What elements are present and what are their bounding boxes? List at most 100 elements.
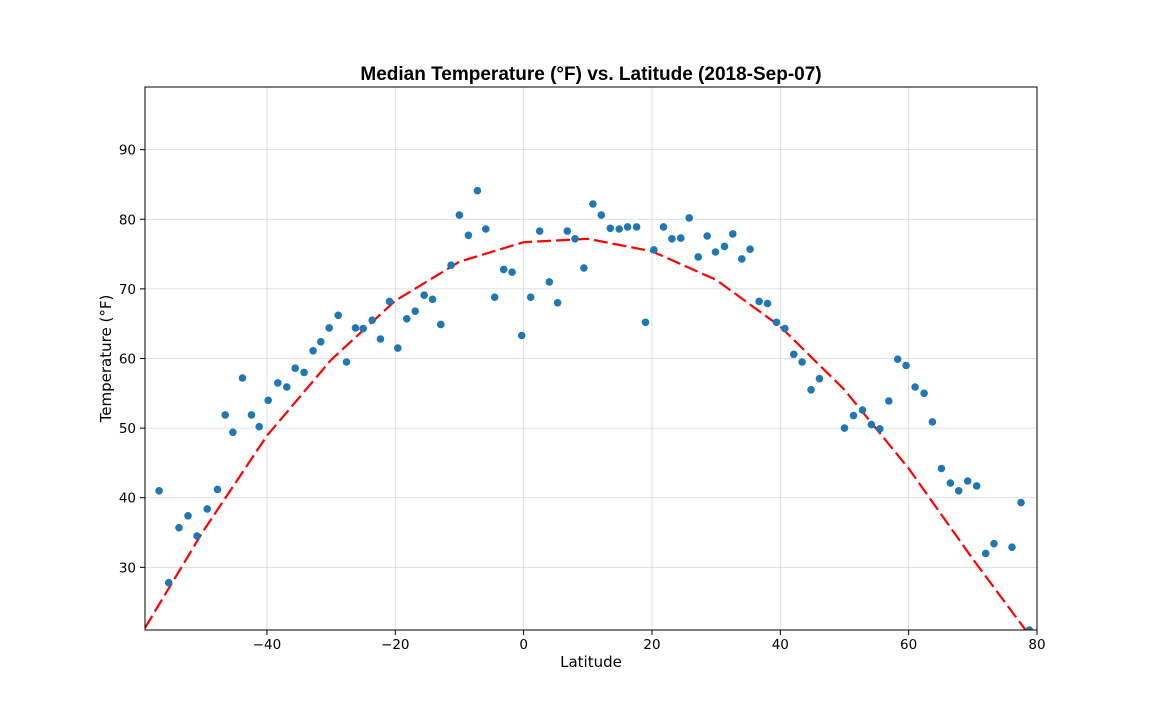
data-point	[729, 230, 737, 238]
data-point	[238, 374, 247, 382]
data-point	[632, 223, 641, 231]
data-point	[334, 311, 343, 320]
data-point	[990, 539, 998, 548]
data-point	[703, 232, 711, 240]
data-point	[535, 227, 544, 235]
data-point	[291, 364, 300, 373]
fit-curve-layer	[145, 237, 1027, 630]
data-point	[193, 532, 201, 540]
data-point	[763, 299, 772, 308]
data-point	[1017, 498, 1025, 507]
axis-ticks: −40 −20 0 20 40 60 80 30 40 50 60 70 80 90	[119, 143, 1046, 653]
data-point	[213, 485, 222, 494]
data-point	[1008, 543, 1016, 551]
data-point	[184, 512, 192, 520]
data-point	[359, 324, 368, 333]
x-tick-label: 0	[519, 637, 528, 653]
data-point	[517, 331, 526, 340]
data-point	[411, 307, 420, 316]
x-tick-label: 60	[900, 637, 917, 653]
y-axis-label: Temperature (°F)	[97, 295, 115, 424]
data-point	[385, 297, 394, 306]
y-tick-label: 60	[119, 352, 136, 368]
data-point	[247, 411, 256, 419]
data-point	[447, 261, 455, 270]
data-point	[746, 245, 754, 253]
x-tick-label: −20	[381, 637, 410, 653]
data-point	[738, 255, 746, 263]
y-tick-label: 30	[119, 560, 136, 576]
data-point	[221, 411, 229, 419]
data-point	[526, 293, 535, 302]
data-point	[455, 211, 464, 219]
data-point	[893, 355, 902, 364]
data-point	[711, 248, 720, 256]
data-point	[677, 234, 685, 242]
data-point	[755, 297, 763, 306]
data-point	[623, 223, 632, 231]
data-point	[911, 383, 919, 391]
data-point	[317, 338, 325, 346]
data-point	[342, 358, 351, 366]
data-point	[482, 225, 490, 233]
y-tick-label: 70	[119, 282, 136, 298]
data-point	[164, 578, 173, 587]
data-point	[946, 479, 955, 487]
data-point	[840, 424, 849, 432]
data-point	[937, 464, 946, 473]
y-tick-label: 90	[119, 143, 136, 159]
data-point	[981, 549, 990, 558]
data-point	[685, 214, 693, 222]
y-tick-label: 50	[119, 421, 136, 437]
data-point	[203, 505, 211, 513]
x-tick-label: 20	[643, 637, 660, 653]
data-point	[309, 347, 317, 355]
data-points	[155, 186, 1034, 630]
data-point	[175, 523, 183, 532]
data-point	[394, 344, 402, 352]
data-point	[229, 428, 237, 437]
data-point	[849, 411, 858, 420]
data-point	[283, 383, 291, 391]
data-point	[274, 379, 282, 387]
fit-curve	[145, 237, 1027, 630]
data-point	[428, 295, 437, 304]
data-point	[659, 223, 668, 231]
data-point	[325, 324, 334, 332]
x-axis-label: Latitude	[560, 653, 622, 671]
data-point	[473, 186, 482, 195]
data-point	[368, 316, 377, 325]
data-point	[720, 242, 729, 251]
data-point	[597, 211, 606, 219]
data-point	[508, 268, 516, 277]
data-point	[876, 425, 884, 433]
data-point	[155, 487, 163, 495]
data-point	[606, 224, 615, 233]
x-tick-label: 40	[772, 637, 789, 653]
data-point	[668, 235, 676, 243]
data-point	[790, 350, 798, 359]
data-point	[264, 396, 273, 405]
data-point	[954, 487, 963, 495]
data-point	[490, 293, 499, 302]
data-point	[437, 320, 445, 329]
data-point	[376, 335, 385, 343]
data-point	[963, 477, 972, 485]
data-point	[545, 278, 554, 286]
data-point	[781, 324, 789, 333]
y-tick-label: 40	[119, 491, 136, 507]
data-point	[351, 324, 360, 332]
data-point	[858, 406, 867, 414]
data-point	[641, 318, 650, 327]
data-point	[255, 422, 263, 431]
grid-lines	[145, 87, 1038, 630]
data-point	[885, 397, 893, 405]
data-point	[772, 318, 781, 327]
data-point	[464, 231, 473, 240]
data-point	[563, 227, 572, 235]
chart-title: Median Temperature (°F) vs. Latitude (20…	[360, 64, 821, 85]
data-point	[589, 200, 597, 208]
y-tick-label: 80	[119, 212, 136, 228]
